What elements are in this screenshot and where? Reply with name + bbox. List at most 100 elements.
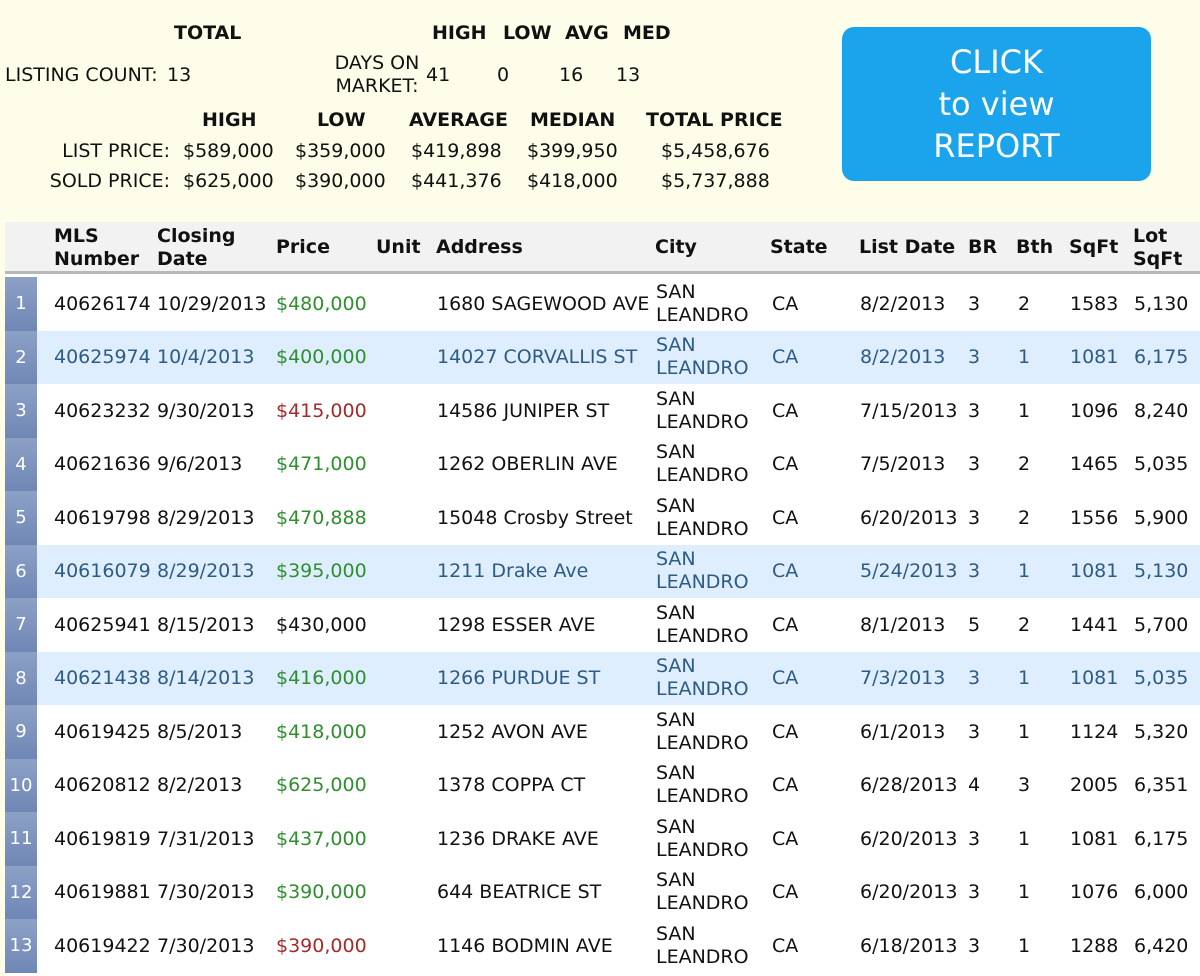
col-address: Address <box>436 236 523 258</box>
cell-price: $390,000 <box>276 881 367 904</box>
cell-sqft: 1081 <box>1070 346 1119 369</box>
cell-closing-date: 10/4/2013 <box>157 346 255 369</box>
cell-state: CA <box>772 506 799 529</box>
cell-city: SAN LEANDRO <box>656 869 749 915</box>
table-row[interactable]: 2 40625974 10/4/2013 $400,000 14027 CORVALLI… <box>5 330 1200 384</box>
table-row[interactable]: 12 40619881 7/30/2013 $390,000 644 BEATRICE … <box>5 865 1200 919</box>
cell-closing-date: 8/29/2013 <box>157 506 255 529</box>
cell-city: SAN LEANDRO <box>656 709 749 755</box>
table-row[interactable]: 8 40621438 8/14/2013 $416,000 1266 PURDUE ST… <box>5 651 1200 705</box>
cell-state: CA <box>772 720 799 743</box>
cell-city-line1: SAN <box>656 762 696 785</box>
cell-address: 1680 SAGEWOOD AVE <box>437 292 650 315</box>
sold-price-high: $625,000 <box>183 170 274 192</box>
col-lot-line2: SqFt <box>1133 248 1183 270</box>
cell-lot-sqft: 5,035 <box>1134 667 1189 690</box>
cell-bth: 1 <box>1018 934 1031 957</box>
cell-mls: 40619798 <box>54 506 151 529</box>
price-header-high: HIGH <box>202 109 257 131</box>
dom-header-low: LOW <box>503 22 552 44</box>
table-row[interactable]: 1 40626174 10/29/2013 $480,000 1680 SAGEWOOD… <box>5 277 1200 331</box>
row-index: 4 <box>5 437 37 491</box>
cell-city-line1: SAN <box>656 548 696 571</box>
cell-br: 3 <box>968 934 981 957</box>
col-closing-line1: Closing <box>157 225 236 247</box>
cell-bth: 1 <box>1018 667 1031 690</box>
cell-mls: 40625941 <box>54 613 151 636</box>
view-report-line1: CLICK <box>950 43 1043 81</box>
table-row[interactable]: 13 40619422 7/30/2013 $390,000 1146 BODMIN A… <box>5 919 1200 973</box>
table-row[interactable]: 5 40619798 8/29/2013 $470,888 15048 Crosby S… <box>5 491 1200 545</box>
table-row[interactable]: 11 40619819 7/31/2013 $437,000 1236 DRAKE AV… <box>5 812 1200 866</box>
dom-header-high: HIGH <box>432 22 487 44</box>
cell-city: SAN LEANDRO <box>656 602 749 648</box>
dom-value-med: 13 <box>616 64 641 86</box>
cell-price: $471,000 <box>276 453 367 476</box>
table-row[interactable]: 6 40616079 8/29/2013 $395,000 1211 Drake Ave… <box>5 544 1200 598</box>
cell-bth: 2 <box>1018 292 1031 315</box>
cell-br: 3 <box>968 720 981 743</box>
cell-list-date: 8/1/2013 <box>860 613 946 636</box>
view-report-button[interactable]: CLICK to view REPORT <box>842 27 1151 181</box>
list-price-label: LIST PRICE: <box>62 140 170 162</box>
cell-lot-sqft: 6,351 <box>1134 774 1189 797</box>
cell-br: 3 <box>968 560 981 583</box>
cell-bth: 2 <box>1018 506 1031 529</box>
cell-city: SAN LEANDRO <box>656 548 749 594</box>
cell-price: $418,000 <box>276 720 367 743</box>
cell-city-line1: SAN <box>656 601 696 624</box>
cell-list-date: 8/2/2013 <box>860 346 946 369</box>
cell-price: $480,000 <box>276 292 367 315</box>
cell-list-date: 7/5/2013 <box>860 453 946 476</box>
cell-city-line2: LEANDRO <box>656 517 749 540</box>
cell-state: CA <box>772 453 799 476</box>
cell-state: CA <box>772 346 799 369</box>
table-row[interactable]: 9 40619425 8/5/2013 $418,000 1252 AVON AVE SA… <box>5 705 1200 759</box>
cell-bth: 2 <box>1018 613 1031 636</box>
cell-closing-date: 9/30/2013 <box>157 399 255 422</box>
cell-closing-date: 7/31/2013 <box>157 827 255 850</box>
cell-list-date: 6/28/2013 <box>860 774 958 797</box>
row-index: 13 <box>5 919 37 973</box>
cell-price: $395,000 <box>276 560 367 583</box>
cell-br: 3 <box>968 453 981 476</box>
cell-bth: 1 <box>1018 881 1031 904</box>
cell-closing-date: 9/6/2013 <box>157 453 243 476</box>
cell-bth: 1 <box>1018 346 1031 369</box>
listing-count-label: LISTING COUNT: <box>5 64 158 86</box>
price-header-average: AVERAGE <box>409 109 509 131</box>
cell-lot-sqft: 5,900 <box>1134 506 1189 529</box>
col-closing-line2: Date <box>157 248 208 270</box>
cell-city-line1: SAN <box>656 494 696 517</box>
cell-address: 14027 CORVALLIS ST <box>437 346 638 369</box>
cell-city-line2: LEANDRO <box>656 945 749 968</box>
cell-closing-date: 7/30/2013 <box>157 881 255 904</box>
cell-sqft: 1288 <box>1070 934 1119 957</box>
table-row[interactable]: 7 40625941 8/15/2013 $430,000 1298 ESSER AVE… <box>5 598 1200 652</box>
cell-city-line2: LEANDRO <box>656 838 749 861</box>
cell-lot-sqft: 6,175 <box>1134 346 1189 369</box>
cell-mls: 40623232 <box>54 399 151 422</box>
cell-city: SAN LEANDRO <box>656 441 749 487</box>
cell-br: 5 <box>968 613 981 636</box>
col-lot-line1: Lot <box>1133 225 1168 247</box>
cell-lot-sqft: 5,130 <box>1134 292 1189 315</box>
cell-bth: 1 <box>1018 399 1031 422</box>
cell-state: CA <box>772 292 799 315</box>
cell-sqft: 1441 <box>1070 613 1119 636</box>
sold-price-total: $5,737,888 <box>661 170 770 192</box>
cell-list-date: 8/2/2013 <box>860 292 946 315</box>
table-row[interactable]: 3 40623232 9/30/2013 $415,000 14586 JUNIPER … <box>5 384 1200 438</box>
cell-br: 3 <box>968 292 981 315</box>
cell-address: 1252 AVON AVE <box>437 720 588 743</box>
cell-br: 3 <box>968 506 981 529</box>
cell-mls: 40619422 <box>54 934 151 957</box>
row-index: 11 <box>5 812 37 866</box>
cell-city-line2: LEANDRO <box>656 357 749 380</box>
cell-city-line1: SAN <box>656 441 696 464</box>
col-br: BR <box>968 236 998 258</box>
table-row[interactable]: 4 40621636 9/6/2013 $471,000 1262 OBERLIN AV… <box>5 437 1200 491</box>
cell-sqft: 1465 <box>1070 453 1119 476</box>
table-row[interactable]: 10 40620812 8/2/2013 $625,000 1378 COPPA CT S… <box>5 758 1200 812</box>
cell-mls: 40625974 <box>54 346 151 369</box>
